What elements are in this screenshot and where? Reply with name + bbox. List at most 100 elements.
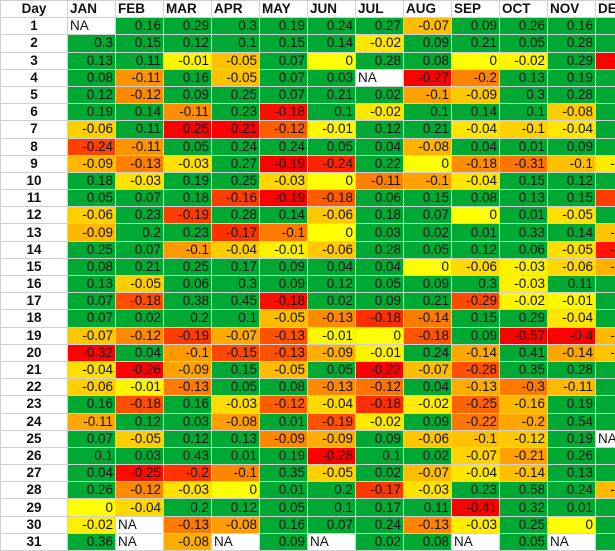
value-cell[interactable]: NA <box>356 69 404 86</box>
value-cell[interactable]: -0.28 <box>308 447 356 464</box>
value-cell[interactable]: 0.24 <box>308 18 356 35</box>
value-cell[interactable]: 0.28 <box>356 52 404 69</box>
value-cell[interactable]: NA <box>212 533 260 550</box>
value-cell[interactable]: -0.16 <box>212 190 260 207</box>
value-cell[interactable]: 0.2 <box>116 224 164 241</box>
value-cell[interactable]: NA <box>452 533 500 550</box>
value-cell[interactable]: 0.27 <box>596 361 615 378</box>
value-cell[interactable]: -0.03 <box>260 172 308 189</box>
value-cell[interactable]: 0.12 <box>68 86 116 103</box>
value-cell[interactable]: 0.11 <box>548 276 596 293</box>
value-cell[interactable]: 0.12 <box>116 413 164 430</box>
value-cell[interactable]: 0.09 <box>404 413 452 430</box>
value-cell[interactable]: 0.07 <box>68 293 116 310</box>
value-cell[interactable]: 0.11 <box>596 533 615 550</box>
value-cell[interactable]: -0.05 <box>548 207 596 224</box>
value-cell[interactable]: -0.02 <box>356 35 404 52</box>
column-header-jan[interactable]: JAN <box>68 1 116 18</box>
value-cell[interactable]: -0.17 <box>356 482 404 499</box>
value-cell[interactable]: NA <box>596 430 615 447</box>
value-cell[interactable]: 0.09 <box>404 276 452 293</box>
value-cell[interactable]: 0.02 <box>356 533 404 550</box>
value-cell[interactable]: 0.19 <box>260 18 308 35</box>
column-header-oct[interactable]: OCT <box>500 1 548 18</box>
value-cell[interactable]: NA <box>308 533 356 550</box>
value-cell[interactable]: -0.19 <box>260 190 308 207</box>
value-cell[interactable]: -0.01 <box>548 293 596 310</box>
value-cell[interactable]: 0.25 <box>68 241 116 258</box>
value-cell[interactable]: -0.14 <box>500 465 548 482</box>
value-cell[interactable]: 0.05 <box>404 241 452 258</box>
value-cell[interactable]: 0.16 <box>116 18 164 35</box>
value-cell[interactable]: -0.28 <box>452 361 500 378</box>
value-cell[interactable]: 0.09 <box>356 293 404 310</box>
value-cell[interactable]: 0.09 <box>452 327 500 344</box>
value-cell[interactable]: 0.15 <box>260 35 308 52</box>
value-cell[interactable]: -0.03 <box>116 172 164 189</box>
value-cell[interactable]: -0.15 <box>212 344 260 361</box>
value-cell[interactable]: -0.05 <box>260 361 308 378</box>
value-cell[interactable]: 0 <box>404 258 452 275</box>
value-cell[interactable]: -0.06 <box>308 207 356 224</box>
value-cell[interactable]: 0.09 <box>452 18 500 35</box>
value-cell[interactable]: NA <box>116 533 164 550</box>
value-cell[interactable]: -0.07 <box>68 327 116 344</box>
value-cell[interactable]: 0.02 <box>116 310 164 327</box>
value-cell[interactable]: 0.28 <box>548 361 596 378</box>
value-cell[interactable]: NA <box>548 533 596 550</box>
value-cell[interactable]: -0.04 <box>452 121 500 138</box>
value-cell[interactable]: 0.04 <box>308 258 356 275</box>
value-cell[interactable]: -0.04 <box>452 465 500 482</box>
value-cell[interactable]: 0.12 <box>164 430 212 447</box>
value-cell[interactable]: 0.02 <box>404 447 452 464</box>
value-cell[interactable]: 0.28 <box>548 35 596 52</box>
value-cell[interactable]: 0.41 <box>500 344 548 361</box>
value-cell[interactable]: 0.08 <box>68 258 116 275</box>
value-cell[interactable]: -0.18 <box>260 104 308 121</box>
value-cell[interactable]: -0.06 <box>596 344 615 361</box>
value-cell[interactable]: 0.16 <box>164 69 212 86</box>
value-cell[interactable]: -0.18 <box>404 327 452 344</box>
value-cell[interactable]: -0.03 <box>500 276 548 293</box>
value-cell[interactable]: 0.19 <box>548 430 596 447</box>
value-cell[interactable]: 0.1 <box>596 396 615 413</box>
value-cell[interactable]: 0.35 <box>500 361 548 378</box>
value-cell[interactable]: 0.35 <box>260 465 308 482</box>
value-cell[interactable]: -0.01 <box>116 379 164 396</box>
value-cell[interactable]: -0.1 <box>212 465 260 482</box>
value-cell[interactable]: -0.02 <box>356 104 404 121</box>
value-cell[interactable]: 0.03 <box>308 69 356 86</box>
value-cell[interactable]: 0.02 <box>308 293 356 310</box>
value-cell[interactable]: -0.18 <box>260 293 308 310</box>
value-cell[interactable]: 0.25 <box>212 172 260 189</box>
value-cell[interactable]: -0.1 <box>452 430 500 447</box>
value-cell[interactable]: 0.1 <box>404 104 452 121</box>
value-cell[interactable]: -0.05 <box>212 52 260 69</box>
value-cell[interactable]: -0.24 <box>596 241 615 258</box>
value-cell[interactable]: 0.18 <box>356 207 404 224</box>
value-cell[interactable]: -0.18 <box>116 293 164 310</box>
value-cell[interactable]: -0.11 <box>116 69 164 86</box>
value-cell[interactable]: 0.04 <box>116 344 164 361</box>
value-cell[interactable]: 0.23 <box>212 104 260 121</box>
value-cell[interactable]: -0.19 <box>164 327 212 344</box>
value-cell[interactable]: -0.08 <box>212 516 260 533</box>
value-cell[interactable]: 0.1 <box>308 104 356 121</box>
value-cell[interactable]: 0.21 <box>452 35 500 52</box>
value-cell[interactable]: -0.02 <box>500 52 548 69</box>
value-cell[interactable]: -0.06 <box>68 121 116 138</box>
value-cell[interactable]: -0.05 <box>116 276 164 293</box>
day-cell[interactable]: 12 <box>1 207 68 224</box>
value-cell[interactable]: -0.12 <box>356 379 404 396</box>
value-cell[interactable]: -0.02 <box>500 293 548 310</box>
day-cell[interactable]: 14 <box>1 241 68 258</box>
value-cell[interactable]: 0.09 <box>164 86 212 103</box>
value-cell[interactable]: -0.27 <box>404 69 452 86</box>
value-cell[interactable]: -0.04 <box>116 499 164 516</box>
value-cell[interactable]: 0.36 <box>68 533 116 550</box>
value-cell[interactable]: 0.12 <box>308 276 356 293</box>
value-cell[interactable]: 0.19 <box>164 172 212 189</box>
value-cell[interactable]: 0.54 <box>548 413 596 430</box>
value-cell[interactable]: 0.24 <box>260 138 308 155</box>
value-cell[interactable]: 0.05 <box>68 190 116 207</box>
